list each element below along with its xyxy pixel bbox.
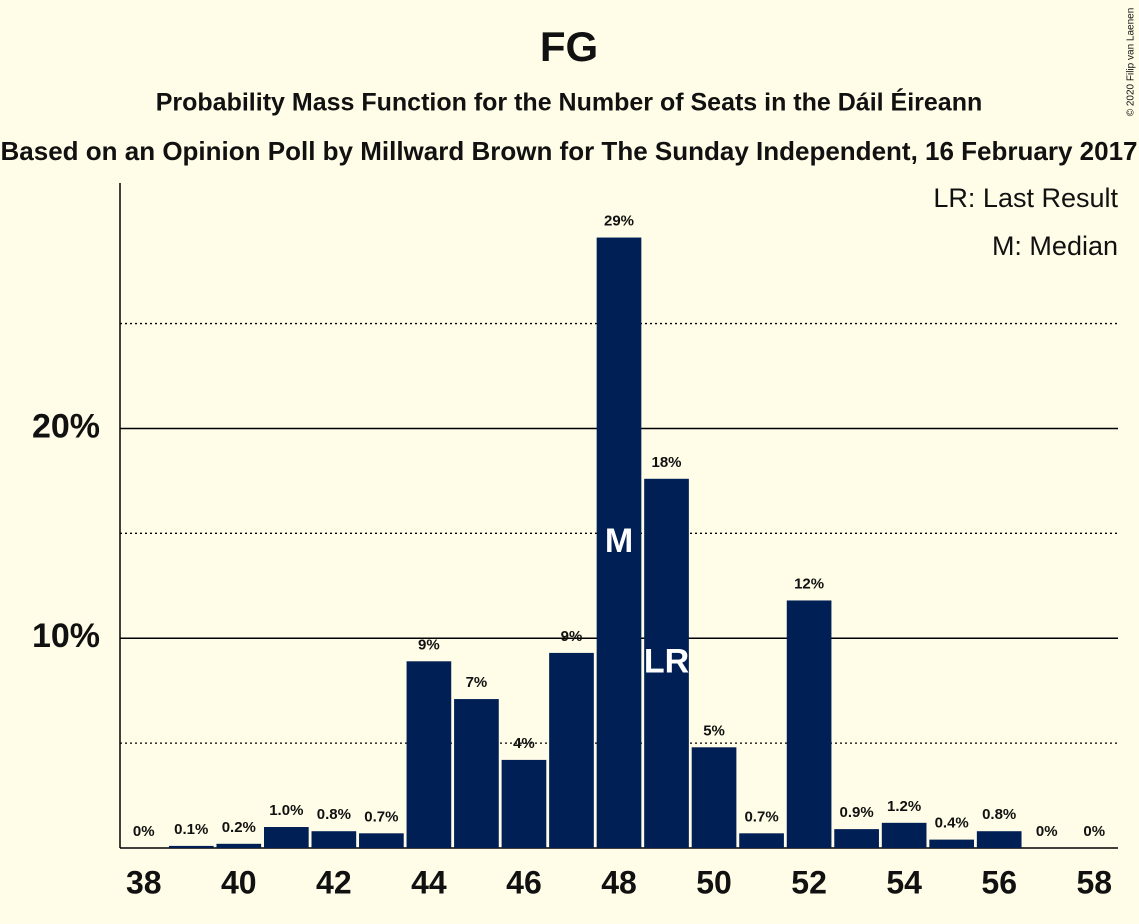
value-label: 0.1% [174,821,208,838]
bar [311,831,357,848]
bar [881,822,927,848]
value-label: 0.7% [364,808,398,825]
value-label: 0.7% [744,808,778,825]
value-label: 0.8% [982,806,1016,823]
legend-entry: M: Median [992,231,1118,261]
value-label: 18% [652,454,682,471]
legend-entry: LR: Last Result [933,183,1118,213]
value-label: 0% [1036,823,1058,840]
bar [406,661,452,848]
x-tick-label: 38 [126,864,162,900]
value-label: 4% [513,735,535,752]
bar [976,831,1022,848]
x-tick-label: 52 [791,864,827,900]
value-label: 1.0% [269,802,303,819]
x-tick-label: 54 [886,864,922,900]
bar [691,747,737,848]
value-label: 0% [1083,823,1105,840]
bar [786,600,832,848]
x-tick-label: 44 [411,864,447,900]
bar-marker: M [605,522,633,560]
bar [549,652,594,848]
value-label: 0.2% [222,819,256,836]
chart-subtitle: Probability Mass Function for the Number… [156,88,983,117]
bar [454,699,499,848]
value-label: 29% [604,213,634,230]
chart-caption: Based on an Opinion Poll by Millward Bro… [1,136,1138,166]
bar [216,843,262,848]
value-label: 1.2% [887,798,921,815]
x-tick-label: 48 [601,864,637,900]
value-label: 5% [703,722,725,739]
x-tick-label: 56 [981,864,1017,900]
y-tick-label: 20% [32,407,100,445]
value-label: 0.4% [935,815,969,832]
bar [168,845,214,848]
bar [596,237,642,848]
x-tick-label: 40 [221,864,257,900]
value-label: 9% [561,628,583,645]
bar [834,829,879,848]
bar-marker: LR [644,642,689,680]
value-label: 0.8% [317,806,351,823]
bar [263,827,309,848]
x-tick-label: 58 [1076,864,1112,900]
x-tick-label: 50 [696,864,732,900]
chart-title: FG [540,23,598,70]
bar [644,478,689,848]
copyright: © 2020 Filip van Laenen [1126,8,1137,117]
y-tick-label: 10% [32,617,100,655]
x-tick-label: 42 [316,864,352,900]
value-label: 0% [133,823,155,840]
value-label: 9% [418,636,440,653]
x-tick-label: 46 [506,864,542,900]
value-label: 12% [794,575,824,592]
bar [929,839,975,848]
bar [501,759,547,848]
value-label: 0.9% [840,804,874,821]
bar [739,833,784,848]
bar [359,833,404,848]
value-label: 7% [466,674,488,691]
